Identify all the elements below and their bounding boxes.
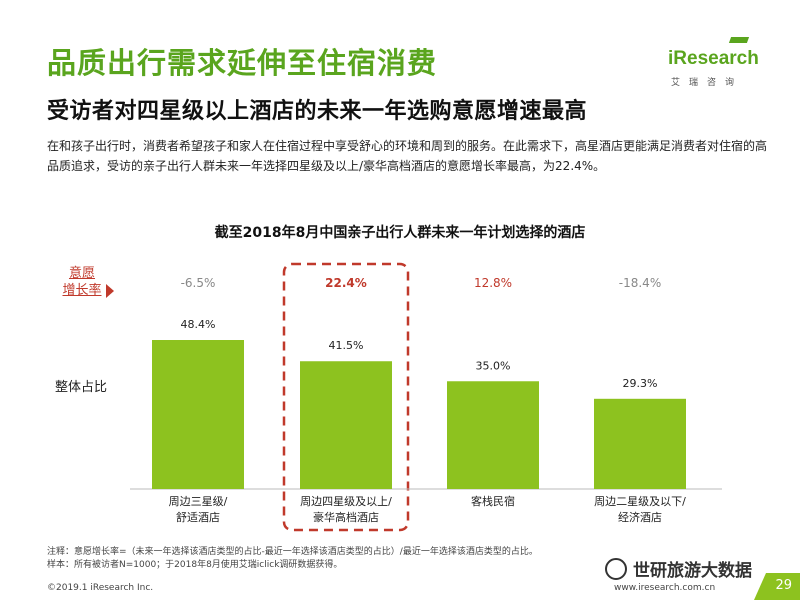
category-tick-label: 周边三星级/	[169, 495, 228, 508]
arrow-right-icon	[106, 284, 114, 298]
category-tick-label: 经济酒店	[618, 510, 662, 524]
bar-value-label: 41.5%	[329, 339, 364, 352]
bar-value-label: 48.4%	[181, 318, 216, 331]
page-number-badge	[754, 573, 800, 600]
logo: iResearch	[668, 48, 759, 69]
bar	[300, 361, 392, 489]
bar-value-label: 35.0%	[476, 359, 511, 372]
page-title: 品质出行需求延伸至住宿消费	[47, 46, 438, 80]
category-tick-label: 周边二星级及以下/	[594, 495, 686, 508]
copyright: ©2019.1 iResearch Inc.	[47, 583, 154, 593]
bar	[447, 381, 539, 489]
logo-subtitle: 艾瑞咨询	[671, 78, 744, 88]
highlight-box	[282, 262, 410, 532]
category-tick-label: 周边四星级及以上/	[300, 495, 392, 508]
chart-title: 截至2018年8月中国亲子出行人群未来一年计划选择的酒店	[214, 225, 586, 241]
page-subtitle: 受访者对四星级以上酒店的未来一年选购意愿增速最高	[47, 99, 588, 124]
bar	[594, 398, 686, 489]
share-label: 整体占比	[55, 380, 108, 395]
growth-rate-value: -18.4%	[619, 276, 661, 290]
footnote-line2: 样本：所有被访者N=1000；于2018年8月使用艾瑞iclick调研数据获得。	[47, 560, 343, 570]
growth-rate-label-line2: 增长率	[62, 283, 102, 298]
page-number: 29	[775, 578, 792, 593]
category-tick-label: 豪华高档酒店	[313, 510, 379, 524]
growth-rate-value: 12.8%	[474, 276, 512, 290]
wechat-icon	[605, 558, 627, 580]
category-tick-label: 客栈民宿	[471, 494, 515, 508]
growth-rate-value: -6.5%	[181, 276, 216, 290]
footnote-line1: 注释：意愿增长率=（未来一年选择该酒店类型的占比-最近一年选择该酒店类型的占比）…	[47, 547, 538, 557]
bar-value-label: 29.3%	[623, 377, 658, 390]
footnote: 注释：意愿增长率=（未来一年选择该酒店类型的占比-最近一年选择该酒店类型的占比）…	[47, 546, 538, 572]
page-description: 在和孩子出行时，消费者希望孩子和家人在住宿过程中享受舒心的环境和周到的服务。在此…	[47, 139, 768, 173]
growth-rate-label: 意愿 增长率	[52, 265, 112, 299]
watermark: 世研旅游大数据	[605, 556, 752, 582]
category-tick-label: 舒适酒店	[176, 510, 220, 524]
growth-rate-value: 22.4%	[325, 276, 367, 290]
bar	[152, 340, 244, 489]
watermark-text: 世研旅游大数据	[633, 561, 752, 581]
site-url: www.iresearch.com.cn	[614, 583, 716, 593]
growth-rate-label-line1: 意愿	[68, 266, 95, 281]
